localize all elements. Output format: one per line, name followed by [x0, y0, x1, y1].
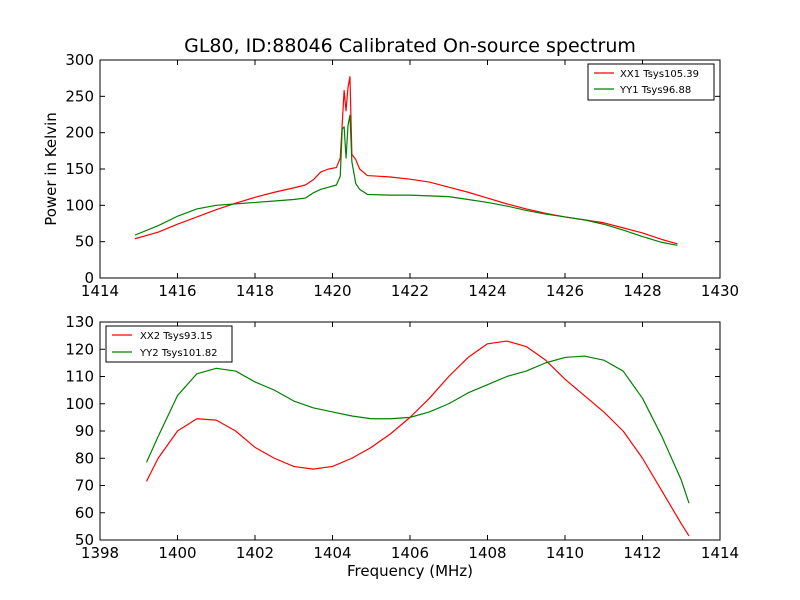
bottom-ytick-label-5: 100: [65, 395, 94, 413]
bottom-xtick-label-3: 1404: [313, 544, 351, 562]
bottom-xtick-label-2: 1402: [236, 544, 274, 562]
top-xtick-label-0: 1414: [81, 282, 119, 300]
bottom-xtick-label-4: 1406: [391, 544, 429, 562]
bottom-xtick-label-0: 1398: [81, 544, 119, 562]
top-series-line-0: [134, 76, 678, 245]
bottom-xtick-label-5: 1408: [468, 544, 506, 562]
bottom-plot: 1398 1400 1402 1404 1406 1408 1410 1412 1414 50 60…: [65, 313, 739, 562]
top-legend-label-xx1: XX1 Tsys105.39: [620, 69, 699, 80]
top-series-layer: [134, 76, 678, 246]
top-ylabel: Power in Kelvin: [42, 112, 60, 226]
top-ytick-label-6: 300: [65, 51, 94, 69]
top-ytick-label-5: 250: [65, 87, 94, 105]
top-ytick-label-1: 50: [75, 233, 94, 251]
top-xtick-label-4: 1422: [391, 282, 429, 300]
bottom-legend-label-yy2: YY2 Tsys101.82: [139, 348, 218, 359]
figure-title: GL80, ID:88046 Calibrated On-source spec…: [184, 35, 636, 57]
top-ytick-label-3: 150: [65, 160, 94, 178]
figure-xlabel: Frequency (MHz): [347, 562, 473, 580]
bottom-series-layer: [145, 340, 690, 537]
bottom-ytick-label-8: 130: [65, 313, 94, 331]
bottom-ytick-label-6: 110: [65, 368, 94, 386]
top-xtick-label-3: 1420: [313, 282, 351, 300]
bottom-ticks-layer: 1398 1400 1402 1404 1406 1408 1410 1412 1414 50 60…: [65, 313, 739, 562]
top-ytick-label-0: 0: [84, 269, 94, 287]
top-series-line-1: [134, 114, 678, 246]
bottom-ytick-label-7: 120: [65, 340, 94, 358]
top-legend: XX1 Tsys105.39 YY1 Tsys96.88: [587, 63, 715, 101]
bottom-ytick-label-4: 90: [75, 422, 94, 440]
bottom-series-line-1: [145, 355, 690, 504]
top-xtick-label-5: 1424: [468, 282, 506, 300]
top-ytick-label-4: 200: [65, 124, 94, 142]
bottom-xtick-label-7: 1412: [623, 544, 661, 562]
top-plot: Power in Kelvin 1414 1416 1418 1420 1422 1424…: [42, 51, 739, 300]
top-ticks-layer: 1414 1416 1418 1420 1422 1424 1426 1428 1430 0 50 1…: [65, 51, 739, 300]
top-ytick-label-2: 100: [65, 196, 94, 214]
bottom-series-line-0: [145, 340, 690, 537]
top-xtick-label-6: 1426: [546, 282, 584, 300]
bottom-xtick-label-1: 1400: [158, 544, 196, 562]
bottom-xtick-label-6: 1410: [546, 544, 584, 562]
bottom-plot-frame: [99, 321, 721, 541]
bottom-ytick-label-0: 50: [75, 531, 94, 549]
top-plot-frame: [99, 59, 721, 279]
bottom-xtick-label-8: 1414: [701, 544, 739, 562]
bottom-legend-box: [105, 325, 233, 363]
top-xtick-label-2: 1418: [236, 282, 274, 300]
bottom-ytick-label-2: 70: [75, 477, 94, 495]
top-legend-label-yy1: YY1 Tsys96.88: [619, 85, 691, 96]
bottom-legend-label-xx2: XX2 Tsys93.15: [140, 331, 213, 342]
top-legend-box: [587, 63, 715, 101]
bottom-ytick-label-1: 60: [75, 504, 94, 522]
bottom-legend: XX2 Tsys93.15 YY2 Tsys101.82: [105, 325, 233, 363]
bottom-ytick-label-3: 80: [75, 449, 94, 467]
top-xtick-label-7: 1428: [623, 282, 661, 300]
top-xtick-label-8: 1430: [701, 282, 739, 300]
top-xtick-label-1: 1416: [158, 282, 196, 300]
